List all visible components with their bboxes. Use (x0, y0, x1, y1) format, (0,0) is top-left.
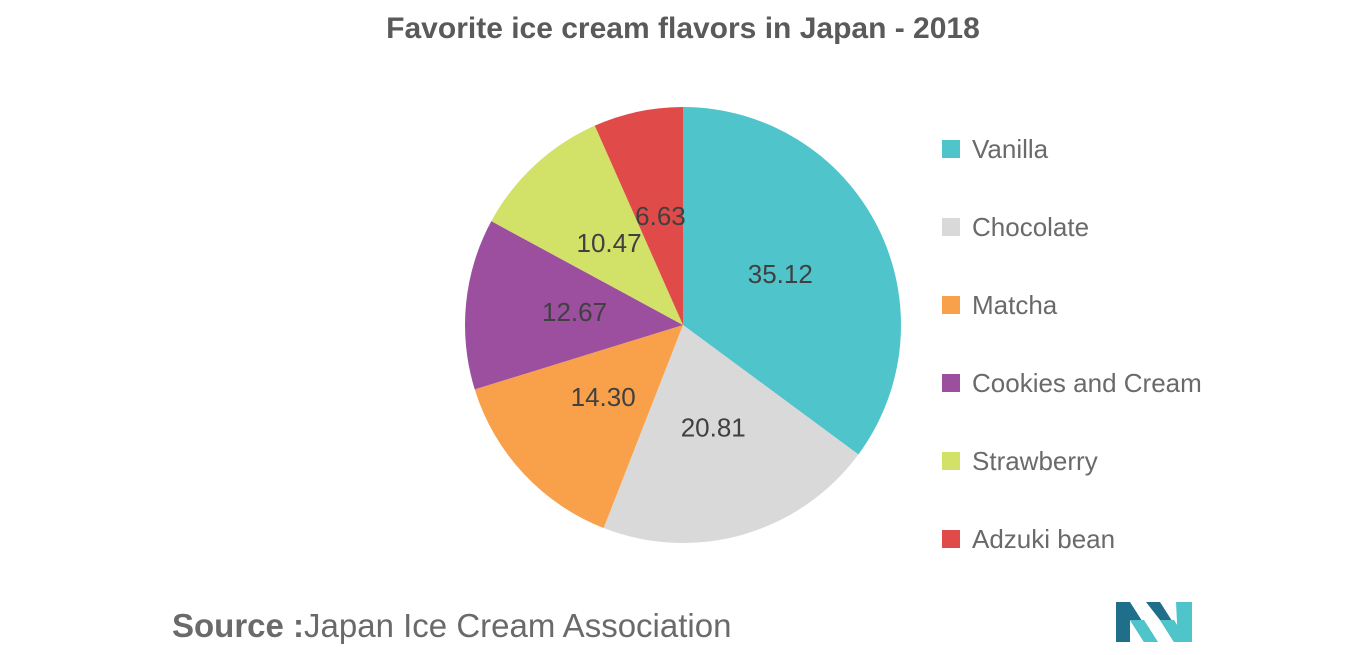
chart-title: Favorite ice cream flavors in Japan - 20… (386, 12, 980, 45)
legend-swatch-cookies-and-cream (942, 374, 960, 392)
legend-item-strawberry: Strawberry (942, 422, 1202, 500)
slice-label-vanilla: 35.12 (748, 259, 813, 289)
pie-slice-vanilla (683, 107, 901, 455)
source-line: Source :Japan Ice Cream Association (172, 607, 731, 645)
chart-legend: Vanilla Chocolate Matcha Cookies and Cream S… (942, 110, 1202, 578)
legend-label-chocolate: Chocolate (972, 211, 1090, 242)
slice-label-adzuki-bean: 6.63 (635, 201, 686, 231)
legend-label-strawberry: Strawberry (972, 445, 1098, 476)
pie-slice-adzuki-bean (594, 107, 683, 325)
legend-swatch-chocolate (942, 218, 960, 236)
legend-swatch-vanilla (942, 140, 960, 158)
legend-label-cookies-and-cream: Cookies and Cream (972, 367, 1202, 398)
legend-item-vanilla: Vanilla (942, 110, 1202, 188)
legend-item-adzuki-bean: Adzuki bean (942, 500, 1202, 578)
source-prefix: Source : (172, 607, 305, 644)
source-text: Japan Ice Cream Association (304, 607, 732, 644)
pie-slice-strawberry (491, 125, 683, 325)
legend-item-matcha: Matcha (942, 266, 1202, 344)
pie-chart: 35.12 20.81 14.30 12.67 10.476.63 (465, 107, 901, 544)
legend-swatch-matcha (942, 296, 960, 314)
legend-swatch-adzuki-bean (942, 530, 960, 548)
legend-label-matcha: Matcha (972, 289, 1058, 320)
pie-slice-chocolate (603, 325, 859, 544)
legend-item-chocolate: Chocolate (942, 188, 1202, 266)
legend-label-adzuki-bean: Adzuki bean (972, 523, 1116, 554)
slice-label-chocolate: 20.81 (681, 413, 746, 443)
pie-slice-cookies-and-cream (465, 221, 683, 390)
slice-label-strawberry: 10.47 (577, 228, 642, 258)
legend-label-vanilla: Vanilla (972, 133, 1049, 164)
slice-label-matcha: 14.30 (571, 382, 636, 412)
mordor-intelligence-logo-icon (1116, 602, 1192, 642)
slice-label-cookies-and-cream: 12.67 (542, 297, 607, 327)
legend-swatch-strawberry (942, 452, 960, 470)
pie-slice-matcha (474, 325, 683, 529)
legend-item-cookies-and-cream: Cookies and Cream (942, 344, 1202, 422)
